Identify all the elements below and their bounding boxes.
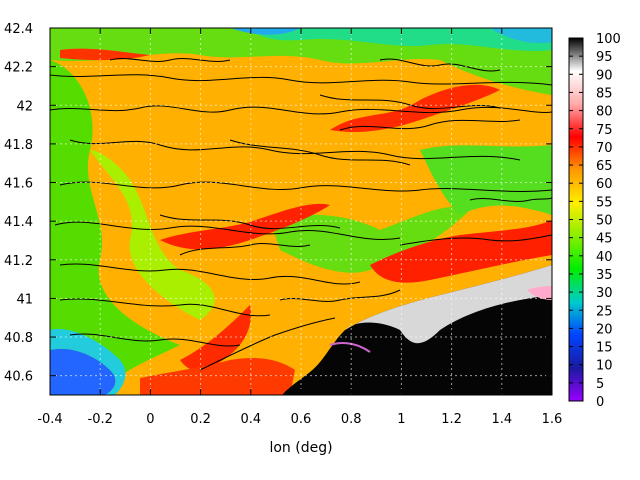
x-tick-label: -0.2: [88, 412, 113, 427]
heatmap-region-west-yellowgreen: [90, 150, 215, 320]
y-tick-label: 41.2: [4, 254, 33, 269]
colorbar-tick-label: 5: [596, 377, 604, 392]
heatmap-region-central-green: [270, 206, 470, 273]
x-tick-label: 1.6: [542, 412, 563, 427]
colorbar-tick-label: 90: [596, 68, 613, 83]
y-tick-label: 40.6: [4, 370, 33, 385]
x-axis-ticks: -0.4 -0.2 0 0.2 0.4 0.6 0.8 1 1.2 1.4 1.6: [37, 28, 562, 427]
colorbar-tick-label: 50: [596, 214, 613, 229]
x-tick-label: 0.2: [190, 412, 211, 427]
heatmap-region-red-northwest: [60, 48, 150, 61]
y-tick-label: 41.8: [4, 138, 33, 153]
grid-lines: [50, 28, 552, 395]
heatmap-region-red-coast-north: [370, 220, 552, 283]
heatmap-region-highlands-west: [50, 60, 180, 395]
colorbar-ticks: 0 5 10 15 20 25 30 35 40 45 50 55 60 65 70 75 80 85 90 95 10…: [569, 32, 621, 410]
colorbar-tick-label: 15: [596, 341, 613, 356]
y-tick-label: 42.2: [4, 61, 33, 76]
heatmap-region-red-coast-south: [180, 305, 251, 371]
y-axis-ticks: 40.6 40.8 41 41.2 41.4 41.6 41.8 42 42.2 42.4: [4, 22, 552, 385]
y-tick-label: 41: [16, 292, 33, 307]
heatmap-region-red-north: [330, 84, 500, 132]
x-tick-label: 1.2: [441, 412, 462, 427]
heatmap-region-red-central: [160, 203, 330, 250]
y-tick-label: 42: [16, 99, 33, 114]
x-tick-label: 1: [397, 412, 405, 427]
heatmap-region-red-coast-sw: [140, 358, 295, 395]
heatmap-region-low-southwest-cyan: [50, 329, 126, 395]
y-tick-label: 41.6: [4, 177, 33, 192]
colorbar-tick-label: 10: [596, 359, 613, 374]
y-tick-label: 41.4: [4, 215, 33, 230]
heatmap-region-low-southwest: [50, 348, 116, 395]
colorbar-tick-label: 70: [596, 141, 613, 156]
x-tick-label: 0: [146, 412, 154, 427]
colorbar-tick-label: 65: [596, 159, 613, 174]
colorbar-tick-label: 100: [596, 32, 621, 47]
x-tick-label: 1.4: [491, 412, 512, 427]
heatmap-region-east-green: [420, 145, 552, 215]
contour-lines: [50, 58, 552, 371]
x-tick-label: 0.4: [240, 412, 261, 427]
colorbar-tick-label: 20: [596, 322, 613, 337]
y-tick-label: 40.8: [4, 331, 33, 346]
colorbar-tick-label: 60: [596, 177, 613, 192]
x-tick-label: 0.6: [291, 412, 312, 427]
x-tick-label: 0.8: [341, 412, 362, 427]
colorbar-tick-label: 85: [596, 86, 613, 101]
x-axis-label: lon (deg): [269, 440, 332, 456]
colorbar-tick-label: 25: [596, 304, 613, 319]
colorbar-tick-label: 30: [596, 286, 613, 301]
colorbar-tick-label: 75: [596, 123, 613, 138]
colorbar-tick-label: 45: [596, 232, 613, 247]
colorbar-tick-label: 35: [596, 268, 613, 283]
x-tick-label: -0.4: [37, 412, 62, 427]
colorbar-tick-label: 40: [596, 250, 613, 265]
heatmap-area: [50, 28, 552, 395]
heatmap-region-sea-coastal-pink: [527, 286, 552, 300]
heatmap-region-top-blue-east: [490, 28, 552, 44]
heatmap-region-sea-coastal-white: [345, 265, 552, 344]
heatmap-region-top-blue: [230, 28, 300, 35]
y-tick-label: 42.4: [4, 22, 33, 37]
colorbar-tick-label: 0: [596, 395, 604, 410]
colorbar-tick-label: 55: [596, 195, 613, 210]
colorbar-tick-label: 95: [596, 50, 613, 65]
heatmap-region-sea-edge-magenta: [329, 342, 371, 353]
colorbar-tick-label: 80: [596, 105, 613, 120]
